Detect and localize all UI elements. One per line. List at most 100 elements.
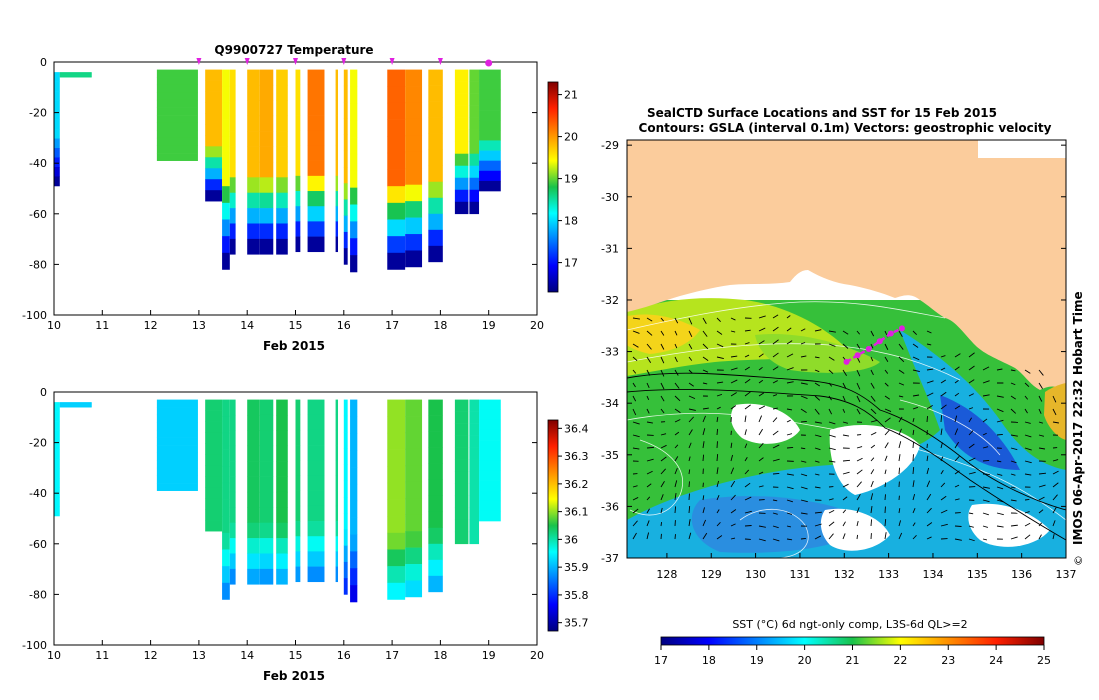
velocity-vector (660, 343, 665, 350)
velocity-vector (898, 454, 901, 462)
velocity-vector (884, 395, 891, 400)
velocity-vector (744, 510, 752, 514)
profile-cell (307, 490, 325, 507)
velocity-vector (1024, 382, 1030, 388)
profile-cell (387, 566, 406, 584)
bathymetry-contour (627, 372, 1066, 511)
profile-cell (405, 184, 423, 202)
velocity-vector (688, 519, 691, 527)
velocity-vector (828, 533, 834, 540)
velocity-vector (1010, 536, 1018, 540)
profile-cell (276, 399, 288, 416)
profile-cell (54, 506, 60, 517)
velocity-vector (814, 535, 822, 540)
profile-cell (156, 77, 198, 86)
velocity-vector (786, 327, 792, 332)
profile-cell (276, 208, 288, 224)
profile-cell (229, 100, 236, 117)
profile-cell (454, 471, 469, 485)
profile-cell (387, 482, 406, 500)
profile-cell (259, 553, 274, 570)
velocity-vector (856, 408, 861, 415)
profile-cell (454, 129, 469, 142)
velocity-vector (870, 519, 873, 527)
salinity-xlabel: Feb 2015 (263, 669, 325, 683)
profile-cell (205, 69, 223, 81)
profile-cell (335, 115, 339, 131)
velocity-vector (968, 443, 975, 449)
x-tick-label: 11 (95, 649, 109, 662)
profile-cell (469, 129, 480, 142)
map-y-tick-label: -31 (601, 242, 619, 255)
profile-cell (335, 566, 339, 583)
profile-cell (479, 160, 501, 172)
velocity-vector (1024, 421, 1031, 424)
profile-cell (479, 99, 501, 111)
velocity-vector (674, 419, 681, 423)
y-tick-label: -60 (29, 538, 47, 551)
velocity-vector (1038, 395, 1043, 402)
profile-cell (387, 399, 406, 417)
velocity-vector (968, 512, 974, 515)
temperature-surface-markers (196, 58, 493, 67)
temperature-title: Q9900727 Temperature (214, 43, 373, 57)
sst-colorbar-tick-label: 24 (989, 654, 1003, 667)
profile-cell (156, 407, 198, 416)
velocity-vector (912, 394, 920, 397)
profile-cell (479, 440, 501, 451)
velocity-vector (1052, 459, 1059, 462)
profile-cell (259, 568, 274, 585)
velocity-vector (772, 314, 779, 319)
velocity-vector (632, 520, 638, 527)
velocity-vector (1024, 534, 1031, 540)
profile-cell (247, 84, 260, 101)
profile-cell (307, 521, 325, 537)
surface-marker (389, 58, 395, 65)
profile-cell (54, 478, 60, 488)
profile-cell (479, 480, 501, 491)
x-tick-label: 10 (47, 319, 61, 332)
profile-cell (247, 461, 260, 477)
profile-cell (156, 122, 198, 131)
velocity-vector (758, 315, 766, 319)
profile-cell (259, 131, 274, 147)
velocity-vector (884, 356, 889, 363)
velocity-vector (968, 430, 974, 436)
velocity-vector (660, 382, 665, 390)
x-tick-label: 16 (337, 319, 351, 332)
velocity-vector (786, 486, 794, 490)
profile-cell (350, 416, 358, 434)
profile-cell (59, 75, 92, 77)
sst-colorbar-tick-label: 19 (750, 654, 764, 667)
map-y-tick-label: -30 (601, 191, 619, 204)
velocity-vector (702, 532, 708, 540)
sealctd-track (843, 325, 905, 365)
profile-cell (350, 483, 358, 502)
velocity-vector (688, 317, 693, 325)
velocity-vector (842, 382, 847, 389)
profile-cell (229, 553, 236, 570)
velocity-vector (744, 342, 750, 345)
velocity-vector (870, 444, 876, 449)
profile-cell (276, 84, 288, 101)
velocity-vector (1010, 460, 1017, 464)
profile-cell (479, 170, 501, 182)
velocity-vector (912, 522, 916, 527)
surface-marker (437, 58, 443, 65)
profile-cell (335, 414, 339, 431)
profile-cell (428, 133, 443, 151)
velocity-vector (968, 407, 974, 410)
velocity-vector (968, 457, 976, 462)
profile-cell (405, 580, 423, 598)
velocity-vector (646, 458, 654, 462)
profile-cell (428, 117, 443, 134)
profile-cell (405, 465, 423, 483)
profile-cell (229, 399, 236, 416)
profile-cell (428, 495, 443, 513)
profile-cell (428, 479, 443, 497)
profile-cell (428, 447, 443, 464)
velocity-vector (884, 519, 887, 527)
profile-cell (387, 416, 406, 434)
geostrophic-velocity-vectors (632, 314, 1059, 542)
velocity-vector (646, 330, 653, 336)
